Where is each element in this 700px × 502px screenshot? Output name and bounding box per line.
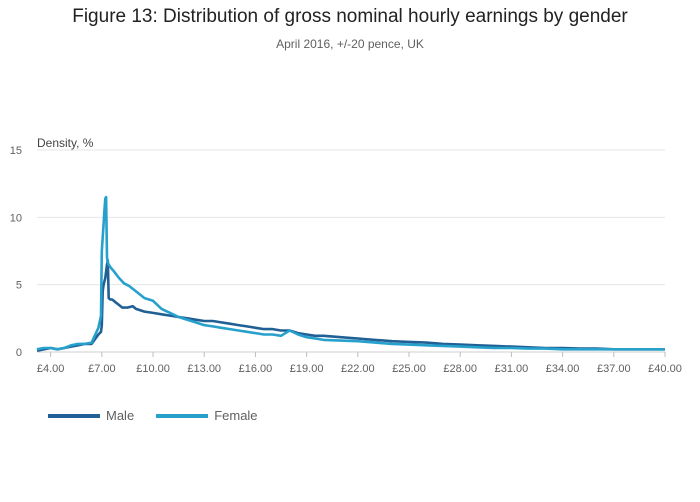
x-tick-label: £25.00	[392, 363, 426, 375]
legend-label-male: Male	[106, 408, 135, 423]
y-axis-label: Density, %	[37, 136, 94, 150]
y-tick-label: 10	[10, 212, 22, 224]
x-tick-label: £10.00	[136, 363, 170, 375]
x-tick-label: £4.00	[37, 363, 65, 375]
chart-subtitle: April 2016, +/-20 pence, UK	[276, 37, 424, 51]
x-tick-label: £34.00	[546, 363, 580, 375]
y-tick-label: 5	[16, 280, 22, 292]
x-tick-label: £16.00	[239, 363, 273, 375]
x-tick-label: £13.00	[187, 363, 221, 375]
x-tick-label: £7.00	[88, 363, 116, 375]
legend: Male Female	[48, 408, 258, 423]
legend-item-female[interactable]: Female	[156, 408, 258, 423]
legend-swatch-male	[48, 413, 100, 418]
y-tick-labels: 0 5 10 15	[10, 145, 22, 359]
series-line-male	[36, 259, 665, 352]
y-tick-label: 0	[16, 347, 22, 359]
legend-label-female: Female	[214, 408, 258, 423]
x-tick-label: £19.00	[290, 363, 324, 375]
gridlines	[37, 149, 665, 353]
legend-swatch-female	[156, 413, 209, 418]
x-tick-label: £31.00	[495, 363, 529, 375]
x-tick-label: £40.00	[648, 363, 682, 375]
x-tick-label: £28.00	[443, 363, 477, 375]
chart-title: Figure 13: Distribution of gross nominal…	[72, 6, 628, 27]
x-tick-labels: £4.00 £7.00 £10.00 £13.00 £16.00 £19.00 £22.00…	[37, 352, 682, 375]
series-line-female	[36, 195, 665, 351]
y-tick-label: 15	[10, 145, 22, 157]
series-lines	[36, 195, 665, 352]
x-tick-label: £37.00	[597, 363, 631, 375]
legend-item-male[interactable]: Male	[48, 408, 134, 423]
x-tick-label: £22.00	[341, 363, 375, 375]
